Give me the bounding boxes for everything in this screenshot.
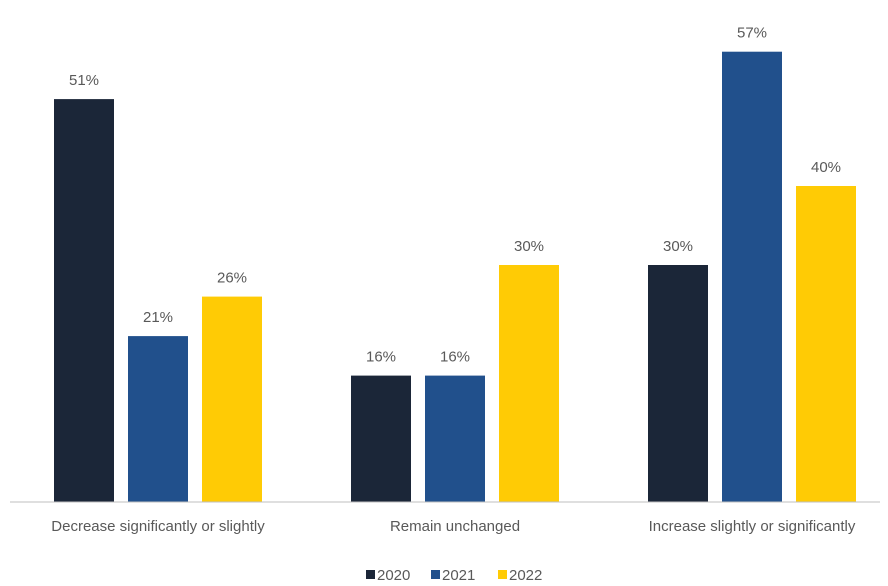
- legend-label-2020: 2020: [377, 567, 410, 584]
- legend-swatch-2021: [431, 570, 440, 579]
- legend: 2020 2021 2022: [366, 567, 542, 584]
- bar-2020-1: [351, 375, 411, 502]
- bar-2021-0: [128, 336, 188, 502]
- bars-layer: [54, 51, 856, 502]
- value-label-2020-0: 51%: [69, 72, 99, 89]
- value-label-2022-0: 26%: [217, 270, 247, 287]
- bar-2020-2: [648, 265, 708, 502]
- bar-2020-0: [54, 99, 114, 502]
- legend-label-2021: 2021: [442, 567, 475, 584]
- legend-swatch-2020: [366, 570, 375, 579]
- legend-swatch-2022: [498, 570, 507, 579]
- value-labels-layer: 51% 21% 26% 16% 16% 30% 30% 57% 40%: [69, 25, 841, 366]
- bar-2022-2: [796, 186, 856, 502]
- bar-2022-0: [202, 296, 262, 502]
- value-label-2022-1: 30%: [514, 238, 544, 255]
- value-label-2021-0: 21%: [143, 309, 173, 326]
- category-label-2: Increase slightly or significantly: [649, 518, 856, 535]
- bar-2021-1: [425, 375, 485, 502]
- value-label-2020-1: 16%: [366, 349, 396, 366]
- category-labels-layer: Decrease significantly or slightly Remain…: [51, 518, 856, 535]
- bar-2022-1: [499, 265, 559, 502]
- value-label-2021-1: 16%: [440, 349, 470, 366]
- legend-label-2022: 2022: [509, 567, 542, 584]
- category-label-1: Remain unchanged: [390, 518, 520, 535]
- bar-2021-2: [722, 51, 782, 502]
- value-label-2021-2: 57%: [737, 25, 767, 42]
- value-label-2020-2: 30%: [663, 238, 693, 255]
- value-label-2022-2: 40%: [811, 159, 841, 176]
- category-label-0: Decrease significantly or slightly: [51, 518, 265, 535]
